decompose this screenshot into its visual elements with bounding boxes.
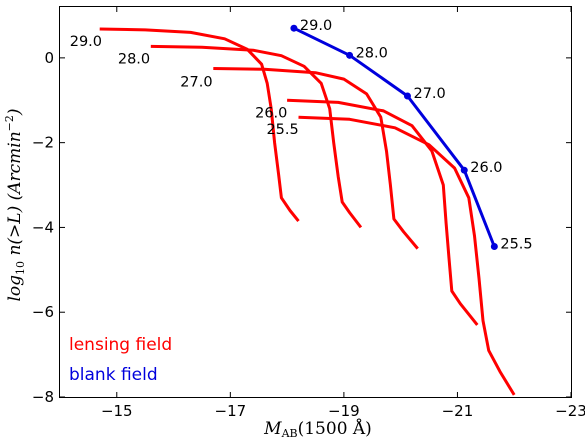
- lensing-curve-label: 27.0: [180, 74, 212, 90]
- y-tick-label: −4: [32, 218, 54, 236]
- x-tick-label: −23: [555, 402, 585, 420]
- y-axis-title-sup: −2: [3, 115, 16, 131]
- y-tick-label: −8: [32, 388, 54, 406]
- axes-frame: [59, 6, 572, 398]
- blank-field-point: [346, 51, 354, 59]
- y-axis-title-close: ): [5, 108, 25, 116]
- x-tick-label: −17: [215, 402, 247, 420]
- axis-ticks: −15 −17 −19 −21 −23 0 −2 −4 −6 −8: [32, 7, 585, 420]
- blank-field-point-label: 29.0: [300, 18, 332, 34]
- x-tick-label: −15: [101, 402, 133, 420]
- blank-field-point-label: 28.0: [356, 45, 388, 61]
- lensing-curve-27.0: [213, 67, 419, 250]
- x-axis-title: MAB(1500 Å): [263, 418, 372, 440]
- y-axis-title-log: log: [5, 275, 25, 302]
- blank-field-point-label: 27.0: [413, 86, 445, 102]
- blank-field-point: [490, 243, 498, 251]
- lensing-curve-label: 25.5: [266, 122, 298, 138]
- x-axis-title-main: M: [263, 419, 282, 439]
- y-tick-label: −6: [32, 303, 54, 321]
- lensing-curve-label: 29.0: [70, 34, 102, 50]
- x-tick-label: −21: [442, 402, 474, 420]
- y-axis-title: log10 n(>L) (Arcmin−2): [3, 108, 27, 301]
- blank-field-point-label: 25.5: [500, 237, 532, 253]
- blank-field-point: [290, 24, 298, 32]
- x-tick-label: −19: [328, 402, 360, 420]
- lensing-curve-label: 26.0: [255, 105, 287, 121]
- lensing-curve-label: 28.0: [118, 51, 150, 67]
- x-axis-title-sub: AB: [281, 427, 298, 440]
- y-axis-title-log-sub: 10: [14, 261, 27, 275]
- blank-field-curve: [290, 24, 498, 251]
- lensing-field-curves: [99, 27, 516, 396]
- lensing-curve-29.0: [99, 27, 300, 223]
- lensing-curve-26.0: [287, 98, 479, 326]
- lensing-curve-25.5: [298, 115, 516, 396]
- curve-labels: 29.028.027.026.025.529.028.027.026.025.5: [70, 18, 533, 252]
- blank-field-point-label: 26.0: [470, 160, 502, 176]
- y-tick-label: 0: [44, 49, 54, 67]
- legend-blank-field: blank field: [69, 365, 158, 385]
- plot-area: −15 −17 −19 −21 −23 0 −2 −4 −6 −8 29.0 28.0 27.0 26.…: [32, 6, 585, 420]
- lensing-curve-28.0: [150, 44, 363, 229]
- blank-field-point: [460, 166, 468, 174]
- blank-field-point: [403, 92, 411, 100]
- legend-lensing-field: lensing field: [69, 335, 172, 355]
- y-axis-title-main: n(>L) (Arcmin: [5, 131, 25, 261]
- x-axis-title-rest: (1500 Å): [298, 418, 372, 439]
- legend: lensing field blank field: [69, 335, 172, 385]
- y-tick-label: −2: [32, 134, 54, 152]
